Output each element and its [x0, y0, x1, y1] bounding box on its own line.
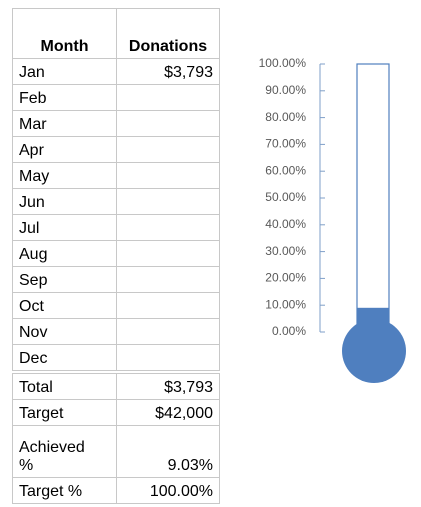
cell-text: Achieved % — [19, 439, 85, 474]
cell-text: Jan — [19, 64, 45, 81]
cell-text: Jul — [19, 220, 40, 237]
cell-text: Sep — [19, 272, 48, 289]
cell-text: Month — [40, 38, 89, 55]
y-tick-label: 90.00% — [265, 83, 306, 97]
y-tick-label: 30.00% — [265, 244, 306, 258]
cell-text: Nov — [19, 324, 48, 341]
cell-text: $3,793 — [164, 379, 213, 396]
cell-text: $42,000 — [155, 405, 213, 422]
y-tick-label: 60.00% — [265, 163, 306, 177]
y-tick-label: 40.00% — [265, 217, 306, 231]
cell-text: Aug — [19, 246, 48, 263]
thermometer-tube — [356, 63, 390, 335]
thermometer-fill — [357, 307, 389, 336]
cell-text: Target % — [19, 483, 83, 500]
cell-text: Donations — [128, 38, 208, 55]
y-tick-label: 80.00% — [265, 110, 306, 124]
cell-text: Total — [19, 379, 53, 396]
cell-text: Jun — [19, 194, 45, 211]
y-tick-label: 0.00% — [272, 324, 306, 338]
summary-value: 100.00% — [116, 477, 220, 504]
cell-text: Feb — [19, 90, 47, 107]
cell-text: $3,793 — [164, 64, 213, 81]
y-tick-label: 10.00% — [265, 297, 306, 311]
cell-text: Oct — [19, 298, 44, 315]
cell-text: Apr — [19, 142, 44, 159]
cell-text: Target — [19, 405, 64, 422]
cell-text: 9.03% — [167, 457, 213, 474]
cell-text: May — [19, 168, 50, 185]
cell-text: 100.00% — [149, 483, 213, 500]
y-tick-label: 70.00% — [265, 137, 306, 151]
y-tick-label: 20.00% — [265, 271, 306, 285]
y-tick-label: 100.00% — [259, 56, 307, 70]
double-rule — [12, 370, 220, 372]
cell-text: Mar — [19, 116, 47, 133]
y-tick-label: 50.00% — [265, 190, 306, 204]
cell-text: Dec — [19, 350, 48, 367]
